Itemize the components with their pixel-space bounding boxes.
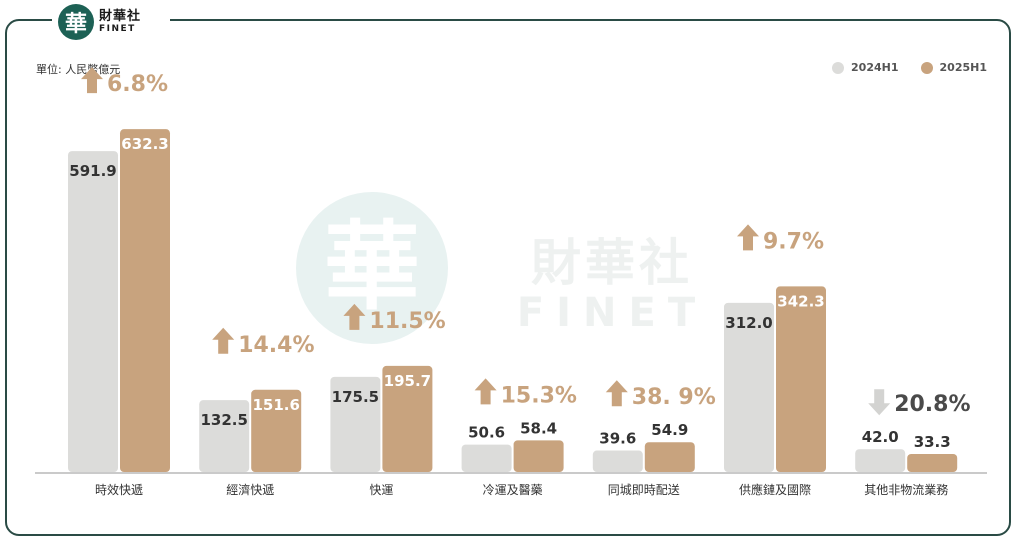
bar-2025h1 <box>382 365 433 472</box>
legend-item-2024h1: 2024H1 <box>832 61 899 74</box>
up-arrow-icon <box>605 380 628 407</box>
up-arrow-icon <box>212 327 235 354</box>
data-label-2024h1: 175.5 <box>332 388 379 406</box>
bar-2025h1 <box>251 389 302 472</box>
legend-dot-2024h1 <box>832 61 845 74</box>
data-label-2024h1: 591.9 <box>69 162 116 180</box>
change-label: 9.7% <box>763 229 824 254</box>
data-label-2025h1: 342.3 <box>777 292 824 310</box>
change-label: 15.3% <box>501 383 577 408</box>
category-label: 時效快遞 <box>95 482 143 497</box>
bar-2025h1 <box>644 442 695 472</box>
change-label: 38. 9% <box>632 385 716 410</box>
logo-en: FINET <box>99 24 136 34</box>
data-label-2024h1: 42.0 <box>862 428 899 446</box>
data-label-2025h1: 33.3 <box>914 433 951 451</box>
card-frame <box>5 19 1011 536</box>
unit-label: 單位: 人民幣億元 <box>36 63 121 76</box>
data-label-2025h1: 195.7 <box>384 372 431 390</box>
change-label: 14.4% <box>238 333 314 358</box>
data-label-2024h1: 39.6 <box>599 430 636 448</box>
logo: 華 財華社 FINET <box>52 2 170 42</box>
category-label: 快運 <box>369 483 393 497</box>
legend: 2024H1 2025H1 <box>810 61 987 74</box>
down-arrow-icon <box>868 389 891 416</box>
category-label: 經濟快遞 <box>226 482 274 497</box>
bar-2024h1 <box>724 302 774 472</box>
category-label: 同城即時配送 <box>608 482 680 497</box>
bar-2024h1 <box>855 449 906 472</box>
logo-seal-icon: 華 <box>58 4 94 40</box>
bar-2025h1 <box>513 440 564 472</box>
legend-item-2025h1: 2025H1 <box>920 61 987 74</box>
legend-label-2025h1: 2025H1 <box>939 61 987 74</box>
bar-2024h1 <box>592 450 643 472</box>
bar-2025h1 <box>776 286 826 472</box>
change-label: 20.8% <box>894 392 970 417</box>
legend-dot-2025h1 <box>920 61 933 74</box>
data-label-2025h1: 58.4 <box>520 419 557 437</box>
logo-zh: 財華社 <box>99 9 142 24</box>
up-arrow-icon <box>81 67 103 94</box>
up-arrow-icon <box>737 224 759 251</box>
change-label: 11.5% <box>369 309 445 334</box>
bar-2025h1 <box>907 453 958 472</box>
bar-2024h1 <box>330 376 381 472</box>
data-label-2025h1: 151.6 <box>252 396 299 414</box>
category-label: 冷運及醫藥 <box>483 483 543 497</box>
logo-text: 財華社 FINET <box>99 10 141 34</box>
change-label: 6.8% <box>107 72 168 97</box>
up-arrow-icon <box>474 378 497 405</box>
up-arrow-icon <box>343 303 366 330</box>
legend-label-2024h1: 2024H1 <box>851 61 899 74</box>
category-label: 其他非物流業務 <box>864 483 948 497</box>
bar-2025h1 <box>120 129 170 472</box>
bar-2024h1 <box>199 400 250 472</box>
bar-2024h1 <box>461 444 512 472</box>
category-label: 供應鏈及國際 <box>739 482 811 497</box>
data-label-2025h1: 54.9 <box>651 421 688 439</box>
data-label-2024h1: 50.6 <box>468 424 505 442</box>
data-label-2025h1: 632.3 <box>121 135 168 153</box>
data-label-2024h1: 132.5 <box>200 411 247 429</box>
bar-2024h1 <box>68 151 118 472</box>
data-label-2024h1: 312.0 <box>725 314 772 332</box>
